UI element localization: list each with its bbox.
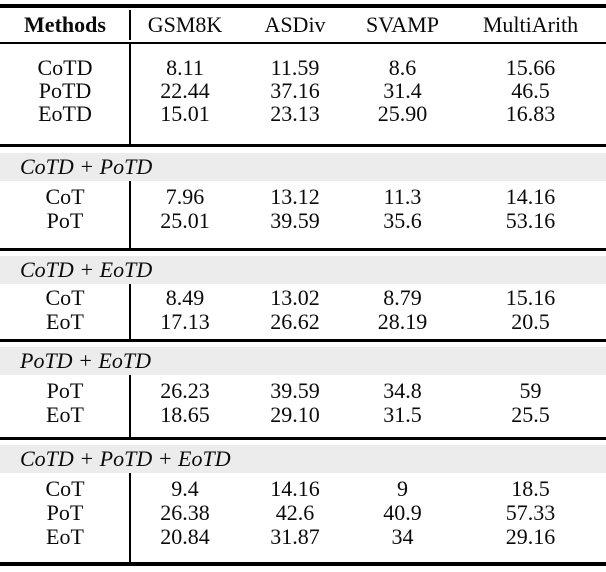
method-cell: PoTD [38,78,92,103]
group-cotd-potd-rows: CoT 7.96 13.12 11.3 14.16 PoT 25.01 39.5… [0,181,606,248]
value-cell: 14.16 [270,476,320,501]
value-cell: 37.16 [270,78,320,103]
value-cell: 46.5 [511,78,550,103]
section-rule [0,339,606,342]
value-cell: 57.33 [505,500,556,525]
value-cell: 18.65 [160,402,210,427]
table-row-pot: PoT 25.01 39.59 35.6 53.16 [0,209,606,233]
table-row-eot: EoT 20.84 31.87 34 29.16 [0,525,606,549]
value-cell: 8.11 [166,55,204,80]
method-cell: EoT [46,402,84,427]
table-row-eotd: EoTD 15.01 23.13 25.90 16.83 [0,102,606,125]
value-cell: 13.02 [270,285,320,310]
column-header-gsm8k: GSM8K [147,12,223,37]
method-cell: PoT [46,208,84,233]
value-cell: 23.13 [270,101,320,126]
value-cell: 29.16 [505,524,556,549]
value-cell: 34 [391,524,414,549]
table-row-eot: EoT 17.13 26.62 28.19 20.5 [0,310,606,334]
method-cell: PoT [46,500,84,525]
method-cell: CoT [45,285,85,310]
section-title-text: CoTD + PoTD [20,154,153,179]
section-rule [0,437,606,440]
method-cell: EoT [46,524,84,549]
table-row-pot: PoT 26.23 39.59 34.8 59 [0,379,606,403]
value-cell: 8.79 [383,285,422,310]
method-cell: EoT [46,309,84,334]
value-cell: 35.6 [383,208,422,233]
top-rule [0,4,606,8]
value-cell: 31.5 [383,402,422,427]
section-rule [0,144,606,147]
method-cell: CoT [45,476,85,501]
value-cell: 18.5 [511,476,550,501]
value-cell: 40.9 [383,500,422,525]
section-title-text: CoTD + EoTD [20,257,153,282]
column-header-asdiv: ASDiv [264,12,326,37]
method-cell: CoTD [37,55,93,80]
value-cell: 26.38 [160,500,210,525]
value-cell: 7.96 [165,184,205,209]
value-cell: 20.5 [511,309,550,334]
group-cotd-potd-eotd-rows: CoT 9.4 14.16 9 18.5 PoT 26.38 42.6 40.9… [0,473,606,562]
value-cell: 25.90 [377,101,428,126]
value-cell: 8.6 [388,55,417,80]
table-row-potd: PoTD 22.44 37.16 31.4 46.5 [0,79,606,102]
value-cell: 17.13 [160,309,210,334]
value-cell: 59 [519,378,542,403]
value-cell: 15.01 [160,101,210,126]
value-cell: 34.8 [383,378,422,403]
value-cell: 20.84 [160,524,210,549]
table-row-eot: EoT 18.65 29.10 31.5 25.5 [0,403,606,427]
section-title-text: PoTD + EoTD [20,348,151,373]
value-cell: 13.12 [270,184,320,209]
header-row: Methods GSM8K ASDiv SVAMP MultiArith [0,8,606,42]
table-row-pot: PoT 26.38 42.6 40.9 57.33 [0,501,606,525]
value-cell: 42.6 [275,500,315,525]
value-cell: 26.23 [160,378,210,403]
method-cell: CoT [45,184,85,209]
methods-header: Methods [24,12,106,37]
method-cell: EoTD [38,101,92,126]
value-cell: 16.83 [505,101,556,126]
section-title-potd-eotd: PoTD + EoTD [0,347,606,375]
value-cell: 31.87 [270,524,320,549]
value-cell: 14.16 [505,184,556,209]
table-row-cot: CoT 9.4 14.16 9 18.5 [0,477,606,501]
table-row-cot: CoT 7.96 13.12 11.3 14.16 [0,185,606,209]
value-cell: 22.44 [160,78,210,103]
value-cell: 8.49 [165,285,205,310]
value-cell: 31.4 [383,78,422,103]
table-row-cot: CoT 8.49 13.02 8.79 15.16 [0,286,606,310]
value-cell: 53.16 [505,208,556,233]
value-cell: 15.16 [505,285,556,310]
header-rule [0,42,606,44]
value-cell: 9 [397,476,408,501]
section-title-cotd-potd: CoTD + PoTD [0,153,606,181]
bottom-rule [0,562,606,566]
value-cell: 9.4 [171,476,199,501]
group-cotd-eotd-rows: CoT 8.49 13.02 8.79 15.16 EoT 17.13 26.6… [0,284,606,339]
method-cell: PoT [46,378,84,403]
column-header-multiarith: MultiArith [482,12,579,37]
value-cell: 25.5 [511,402,550,427]
value-cell: 11.3 [383,184,422,209]
group-base-rows: CoTD 8.11 11.59 8.6 15.66 PoTD 22.44 37.… [0,44,606,144]
value-cell: 39.59 [270,378,320,403]
value-cell: 28.19 [377,309,428,334]
value-cell: 15.66 [505,55,556,80]
table-row-cotd: CoTD 8.11 11.59 8.6 15.66 [0,56,606,79]
column-header-svamp: SVAMP [366,12,439,37]
value-cell: 39.59 [270,208,320,233]
value-cell: 25.01 [160,208,210,233]
section-title-cotd-potd-eotd: CoTD + PoTD + EoTD [0,445,606,473]
section-title-text: CoTD + PoTD + EoTD [20,446,231,471]
section-title-cotd-eotd: CoTD + EoTD [0,256,606,284]
value-cell: 11.59 [270,55,320,80]
value-cell: 29.10 [270,402,320,427]
section-rule [0,248,606,251]
value-cell: 26.62 [270,309,320,334]
group-potd-eotd-rows: PoT 26.23 39.59 34.8 59 EoT 18.65 29.10 … [0,375,606,437]
